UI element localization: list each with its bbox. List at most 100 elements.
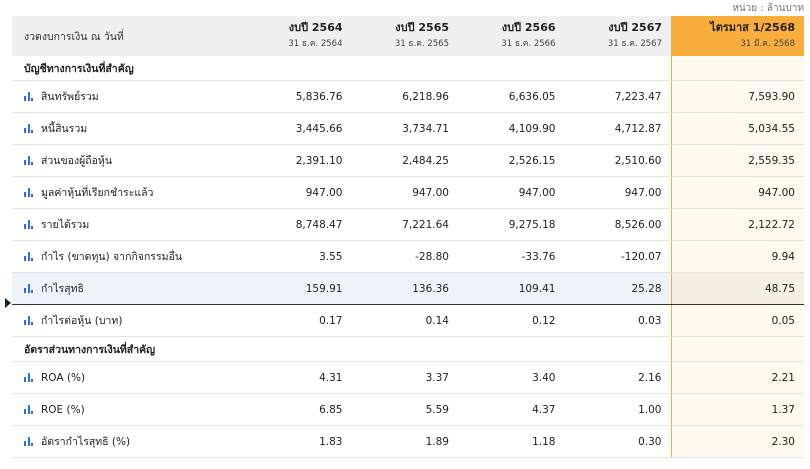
table-row-total-assets[interactable]: สินทรัพย์รวม 5,836.76 6,218.96 6,636.05 7,22… (12, 80, 804, 113)
period-date: 31 มี.ค. 2568 (740, 39, 795, 49)
row-label-cell: กำไร (ขาดทุน) จากกิจกรรมอื่น (12, 240, 245, 273)
row-pointer-icon (5, 298, 11, 308)
period-title: ไตรมาส 1/2568 (710, 21, 795, 34)
value-cell: 1.83 (245, 425, 352, 458)
section-highlight-cell (670, 336, 804, 362)
value-cell: 3.40 (458, 361, 565, 394)
value-cell: 8,526.00 (564, 208, 671, 241)
value-cell: 0.05 (670, 304, 804, 337)
bar-chart-icon[interactable] (24, 220, 33, 229)
row-label: ส่วนของผู้ถือหุ้น (41, 155, 113, 167)
value-cell: 7,223.47 (564, 80, 671, 113)
value-cell: -33.76 (458, 240, 565, 273)
period-header-2565[interactable]: งบปี 2565 31 ธ.ค. 2565 (351, 16, 458, 56)
row-label: ROE (%) (41, 403, 85, 416)
period-header-q1-2568[interactable]: ไตรมาส 1/2568 31 มี.ค. 2568 (671, 16, 804, 56)
row-label-cell: กำไรต่อหุ้น (บาท) (12, 304, 245, 337)
section-header: อัตราส่วนทางการเงินที่สำคัญ (12, 336, 804, 362)
period-date: 31 ธ.ค. 2564 (288, 39, 343, 49)
bar-chart-icon[interactable] (24, 284, 33, 293)
value-cell: -120.07 (564, 240, 671, 273)
period-date: 31 ธ.ค. 2566 (501, 39, 556, 49)
table-row-net-profit-margin[interactable]: อัตรากำไรสุทธิ (%) 1.83 1.89 1.18 0.30 2.30 (12, 425, 804, 458)
value-cell: 1.18 (458, 425, 565, 458)
row-label: กำไร (ขาดทุน) จากกิจกรรมอื่น (41, 251, 182, 263)
period-header-2567[interactable]: งบปี 2567 31 ธ.ค. 2567 (564, 16, 671, 56)
table-row-roa[interactable]: ROA (%) 4.31 3.37 3.40 2.16 2.21 (12, 361, 804, 394)
value-cell: 3,734.71 (351, 112, 458, 145)
period-header-2566[interactable]: งบปี 2566 31 ธ.ค. 2566 (458, 16, 565, 56)
value-cell: 9,275.18 (458, 208, 565, 241)
value-cell: 6,218.96 (351, 80, 458, 113)
table-row-net-profit[interactable]: กำไรสุทธิ 159.91 136.36 109.41 25.28 48.75 (12, 272, 804, 305)
unit-note: หน่วย : ล้านบาท (732, 3, 804, 14)
value-cell: 2,526.15 (458, 144, 565, 177)
row-label-cell: อัตรากำไรสุทธิ (%) (12, 425, 245, 458)
value-cell: 48.75 (670, 272, 804, 305)
bar-chart-icon[interactable] (24, 252, 33, 261)
row-label-cell: มูลค่าหุ้นที่เรียกชำระแล้ว (12, 176, 245, 209)
value-cell: 947.00 (245, 176, 352, 209)
row-label-cell: รายได้รวม (12, 208, 245, 241)
bar-chart-icon[interactable] (24, 124, 33, 133)
value-cell: 4.31 (245, 361, 352, 394)
row-label-cell: ROE (%) (12, 393, 245, 426)
value-cell: 7,221.64 (351, 208, 458, 241)
bar-chart-icon[interactable] (24, 156, 33, 165)
period-title: งบปี 2564 (288, 21, 343, 34)
bar-chart-icon[interactable] (24, 316, 33, 325)
bar-chart-icon[interactable] (24, 404, 33, 414)
value-cell: -28.80 (351, 240, 458, 273)
table-row-shareholders-equity[interactable]: ส่วนของผู้ถือหุ้น 2,391.10 2,484.25 2,526.1… (12, 144, 804, 177)
value-cell: 2.16 (564, 361, 671, 394)
bar-chart-icon[interactable] (24, 372, 33, 382)
table-row-total-revenue[interactable]: รายได้รวม 8,748.47 7,221.64 9,275.18 8,526.0… (12, 208, 804, 241)
value-cell: 0.14 (351, 304, 458, 337)
row-label: ROA (%) (41, 371, 86, 384)
section-highlight-cell (670, 56, 804, 81)
value-cell: 947.00 (351, 176, 458, 209)
table-row-roe[interactable]: ROE (%) 6.85 5.59 4.37 1.00 1.37 (12, 393, 804, 426)
row-label-cell: ส่วนของผู้ถือหุ้น (12, 144, 245, 177)
table-row-total-liabilities[interactable]: หนี้สินรวม 3,445.66 3,734.71 4,109.90 4,712.… (12, 112, 804, 145)
value-cell: 4.37 (458, 393, 565, 426)
section-title: อัตราส่วนทางการเงินที่สำคัญ (12, 336, 671, 362)
row-label: กำไรต่อหุ้น (บาท) (41, 315, 123, 327)
bar-chart-icon[interactable] (24, 188, 33, 197)
table-header: งวดงบการเงิน ณ วันที่ งบปี 2564 31 ธ.ค. … (12, 16, 804, 56)
value-cell: 8,748.47 (245, 208, 352, 241)
table-row-paid-up-capital[interactable]: มูลค่าหุ้นที่เรียกชำระแล้ว 947.00 947.00 94… (12, 176, 804, 209)
table-row-other-income[interactable]: กำไร (ขาดทุน) จากกิจกรรมอื่น 3.55 -28.80 -3… (12, 240, 804, 273)
period-header-2564[interactable]: งบปี 2564 31 ธ.ค. 2564 (245, 16, 352, 56)
value-cell: 1.89 (351, 425, 458, 458)
bar-chart-icon[interactable] (24, 437, 33, 446)
value-cell: 3.55 (245, 240, 352, 273)
value-cell: 2,559.35 (670, 144, 804, 177)
table-row-eps[interactable]: กำไรต่อหุ้น (บาท) 0.17 0.14 0.12 0.03 0.05 (12, 304, 804, 337)
row-label: สินทรัพย์รวม (41, 91, 99, 103)
value-cell: 947.00 (458, 176, 565, 209)
value-cell: 7,593.90 (670, 80, 804, 113)
value-cell: 2,510.60 (564, 144, 671, 177)
value-cell: 109.41 (458, 272, 565, 305)
value-cell: 3.37 (351, 361, 458, 394)
value-cell: 2,391.10 (245, 144, 352, 177)
bar-chart-icon[interactable] (24, 92, 33, 101)
value-cell: 0.03 (564, 304, 671, 337)
value-cell: 947.00 (564, 176, 671, 209)
value-cell: 2.30 (670, 425, 804, 458)
value-cell: 159.91 (245, 272, 352, 305)
value-cell: 947.00 (670, 176, 804, 209)
row-label: มูลค่าหุ้นที่เรียกชำระแล้ว (41, 187, 154, 199)
value-cell: 25.28 (564, 272, 671, 305)
value-cell: 9.94 (670, 240, 804, 273)
value-cell: 0.30 (564, 425, 671, 458)
row-label-cell: ROA (%) (12, 361, 245, 394)
section-header: บัญชีทางการเงินที่สำคัญ (12, 56, 804, 81)
value-cell: 6.85 (245, 393, 352, 426)
value-cell: 1.00 (564, 393, 671, 426)
financial-table: งวดงบการเงิน ณ วันที่ งบปี 2564 31 ธ.ค. … (12, 16, 804, 458)
period-title: งบปี 2567 (608, 21, 662, 34)
row-label: อัตรากำไรสุทธิ (%) (41, 436, 131, 448)
value-cell: 5,836.76 (245, 80, 352, 113)
